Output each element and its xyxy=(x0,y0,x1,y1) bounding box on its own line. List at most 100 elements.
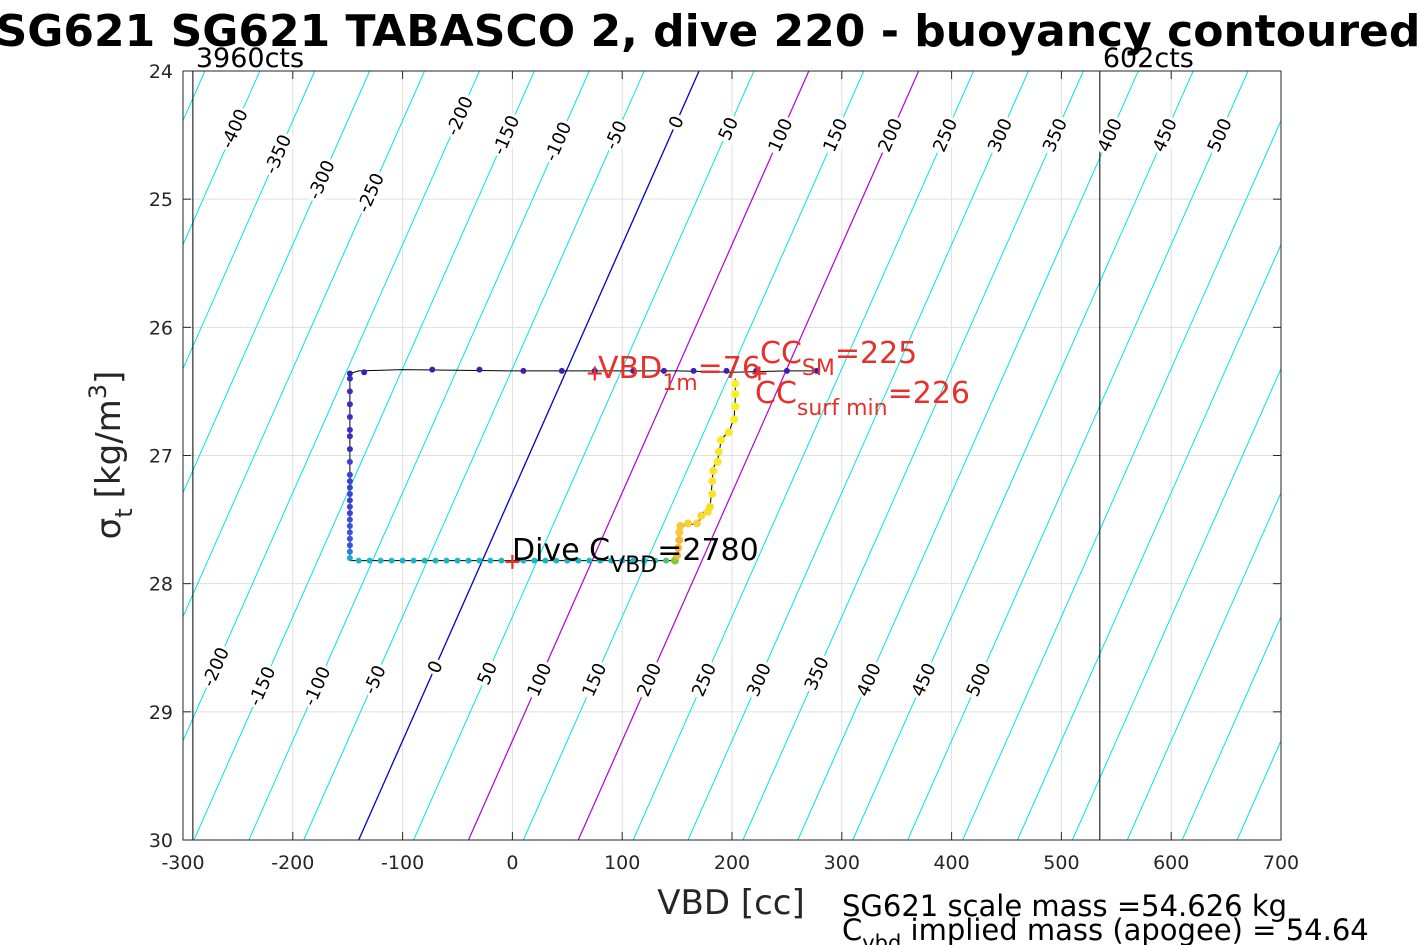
data-point xyxy=(346,458,353,465)
data-point xyxy=(346,497,353,504)
y-ticks: 24 25 26 27 28 29 30 xyxy=(149,61,1281,852)
contour-label-bg xyxy=(1202,113,1238,158)
data-point xyxy=(783,367,790,374)
plus-marker xyxy=(752,366,767,381)
data-point xyxy=(432,557,439,564)
data-point xyxy=(476,557,483,564)
data-point xyxy=(676,521,685,530)
footer-vbd-sub: vbd xyxy=(862,931,901,945)
data-point xyxy=(708,477,717,486)
contour-line-750 xyxy=(1181,615,1281,840)
data-point xyxy=(346,375,353,382)
data-point xyxy=(346,446,353,453)
contour-line--200 xyxy=(183,71,480,743)
y-tick-label: 26 xyxy=(149,317,173,339)
contour-line-250 xyxy=(632,71,975,840)
data-point xyxy=(421,557,428,564)
data-point xyxy=(630,557,637,564)
data-point xyxy=(346,401,353,408)
data-point xyxy=(443,557,450,564)
contour-line-650 xyxy=(1071,367,1281,840)
markers xyxy=(505,366,767,569)
y-label-unit: [kg/m xyxy=(89,399,129,498)
x-tick-label: 700 xyxy=(1263,852,1299,874)
data-point xyxy=(346,516,353,523)
footer-tail: implied mass (apogee) = 54.64 xyxy=(901,913,1368,945)
y-tick-label: 30 xyxy=(149,830,173,852)
contour-label-bg xyxy=(818,113,854,158)
annotation-vbd-1m: VBD1m=76 xyxy=(598,351,761,396)
data-point xyxy=(813,367,820,374)
y-tick-label: 28 xyxy=(149,574,173,596)
data-point xyxy=(597,557,604,564)
contour-line-700 xyxy=(1126,491,1281,840)
data-point xyxy=(673,551,682,560)
y-tick-label: 24 xyxy=(149,61,173,83)
data-point xyxy=(346,529,353,536)
data-point xyxy=(575,557,582,564)
contour-label-bg xyxy=(713,112,744,146)
grid xyxy=(183,71,1281,840)
contour-line-100 xyxy=(467,71,810,840)
data-point xyxy=(542,557,549,564)
contour-label-bg xyxy=(851,658,887,702)
y-tick-label: 27 xyxy=(149,446,173,468)
contour-label-bg xyxy=(632,658,668,702)
plus-marker xyxy=(505,554,520,569)
data-point xyxy=(730,415,739,424)
data-point xyxy=(717,436,726,445)
data-point xyxy=(366,557,373,564)
data-point xyxy=(346,548,353,555)
data-point xyxy=(608,557,615,564)
contour-line--550 xyxy=(0,71,95,840)
data-point xyxy=(713,457,722,466)
x-tick-label: 0 xyxy=(506,852,518,874)
data-point xyxy=(520,557,527,564)
contour-line-200 xyxy=(577,71,920,840)
data-point xyxy=(388,557,395,564)
contour-label-bg xyxy=(961,658,997,702)
data-point xyxy=(377,557,384,564)
data-point xyxy=(361,369,368,376)
data-point xyxy=(690,367,697,374)
x-tick-label: -300 xyxy=(161,852,204,874)
x-ticks: -300 -200 -100 0 100 200 300 400 500 600 700 xyxy=(161,71,1299,874)
vbd-limit-label: 3960cts xyxy=(196,43,304,74)
divec-sub: VBD xyxy=(610,553,657,578)
ccsurf-tail: =226 xyxy=(888,376,970,411)
data-point xyxy=(731,402,740,411)
y-label-sub: t xyxy=(110,508,138,517)
y-label-symbol: σ xyxy=(89,518,129,540)
data-point xyxy=(674,543,683,552)
data-point xyxy=(355,557,362,564)
data-point xyxy=(663,557,670,564)
ccsm-main: CC xyxy=(760,336,802,371)
contour-line-150 xyxy=(522,71,865,840)
data-point xyxy=(346,555,353,562)
data-point xyxy=(346,522,353,529)
contour-label-bg xyxy=(352,168,390,218)
contour-label-bg xyxy=(1038,113,1073,158)
data-point xyxy=(558,367,565,374)
contour-line--50 xyxy=(303,71,645,840)
ccsurf-sub: surf min xyxy=(797,396,888,421)
data-point xyxy=(630,367,637,374)
data-point xyxy=(399,557,406,564)
footer-implied-mass: Cvbd implied mass (apogee) = 54.64 xyxy=(842,913,1369,945)
data-point xyxy=(660,367,667,374)
contour-line--150 xyxy=(193,71,535,840)
contour-label-bg xyxy=(298,661,337,712)
contour-line-900 xyxy=(1347,71,1417,840)
data-point xyxy=(684,519,693,528)
chart-title: SG621 SG621 TABASCO 2, dive 220 - buoyan… xyxy=(0,6,1417,57)
data-point xyxy=(692,519,701,528)
x-tick-label: 300 xyxy=(824,852,860,874)
contour-label-bg xyxy=(742,658,777,702)
y-label-close: ] xyxy=(89,371,129,384)
y-tick-label: 25 xyxy=(149,189,173,211)
contour-label-bg xyxy=(243,661,282,712)
divec-main: Dive C xyxy=(512,533,610,568)
data-point xyxy=(708,489,717,498)
x-tick-label: 200 xyxy=(714,852,750,874)
